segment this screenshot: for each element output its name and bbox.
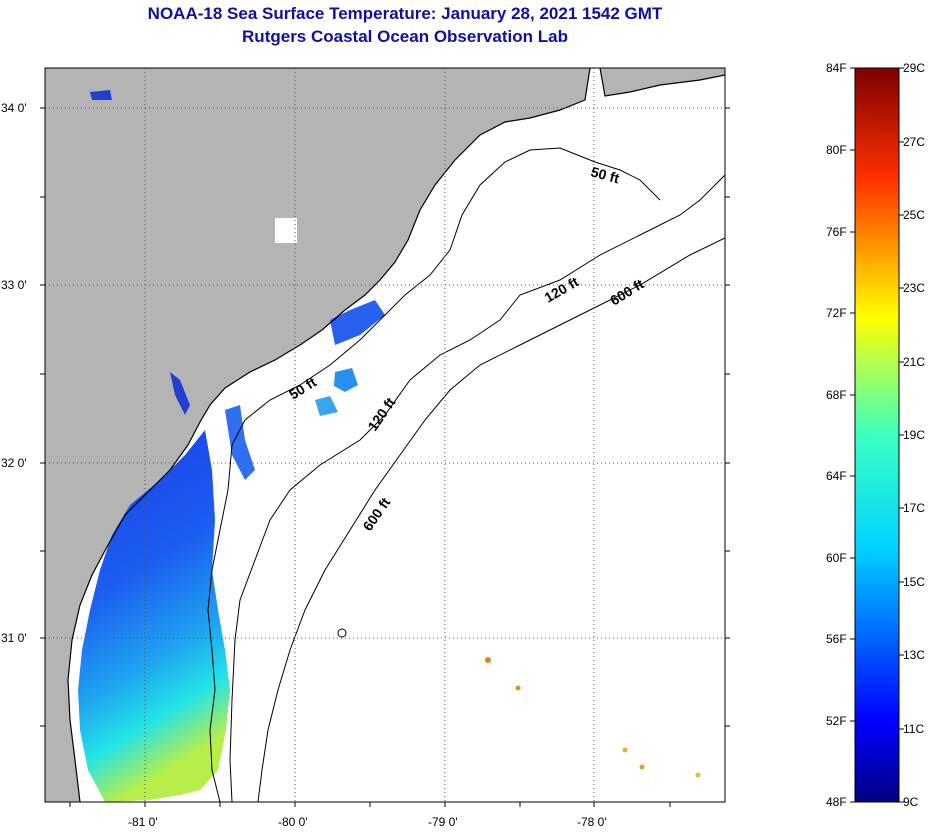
scale-f-72: 72F [826,306,847,320]
sst-spot-warm-5 [695,772,701,778]
scale-c-11: 11C [903,722,924,736]
scale-f-76: 76F [826,225,847,239]
sst-patch-1 [330,300,385,345]
scale-c-27: 27C [903,135,925,149]
scale-f-52: 52F [826,714,847,728]
scale-c-21: 21C [903,355,925,369]
scale-f-48: 48F [826,795,847,809]
axis-ticks [40,107,730,807]
scale-c-15: 15C [903,575,925,589]
scale-c-13: 13C [903,648,925,662]
sst-spot-warm-1 [485,657,491,663]
lon-label-80: -80 0' [278,815,308,829]
contour-50ft [207,147,661,802]
graticule [45,68,725,802]
contour-label-50ft-north: 50 ft [589,163,621,186]
coastline [67,68,591,802]
sst-north-cove [90,90,112,100]
coastline-northeast [599,68,725,97]
map-title: NOAA-18 Sea Surface Temperature: January… [147,4,663,23]
land-northeast [600,68,725,96]
sst-spot-warm-3 [622,747,628,753]
color-scale-ticks [850,67,904,803]
lon-label-78: -78 0' [577,815,607,829]
scale-c-23: 23C [903,281,925,295]
scale-c-25: 25C [903,208,925,222]
scale-c-29: 29C [903,61,925,75]
lon-label-79: -79 0' [428,815,458,829]
sst-estuary [170,372,190,415]
lat-label-34: 34 0' [1,101,27,115]
scale-c-9: 9C [903,795,919,809]
color-scale-bar [854,67,900,803]
scale-f-68: 68F [826,388,847,402]
sst-spot-warm-4 [639,764,645,770]
map-frame [44,67,726,803]
map-subtitle: Rutgers Coastal Ocean Observation Lab [242,27,568,46]
sst-patch-4 [225,405,255,480]
lon-label-81: -81 0' [128,815,158,829]
sst-patch-2 [334,368,358,392]
contour-120ft [229,174,725,802]
cloud-gap [275,218,297,243]
sst-patch-3 [315,396,338,416]
scale-f-60: 60F [826,551,847,565]
contour-600ft [257,237,725,802]
lat-label-32: 32 0' [1,456,27,470]
scale-f-64: 64F [826,469,847,483]
scale-f-84: 84F [826,61,847,75]
scale-c-17: 17C [903,501,925,515]
sst-spot-warm-2 [515,685,521,691]
lat-label-31: 31 0' [1,631,27,645]
scale-f-80: 80F [826,143,847,157]
lat-label-33: 33 0' [1,278,27,292]
scale-f-56: 56F [826,632,847,646]
contour-seamount [337,628,347,638]
sst-cold-field [78,430,230,802]
scale-c-19: 19C [903,428,925,442]
land-mass [45,68,590,802]
